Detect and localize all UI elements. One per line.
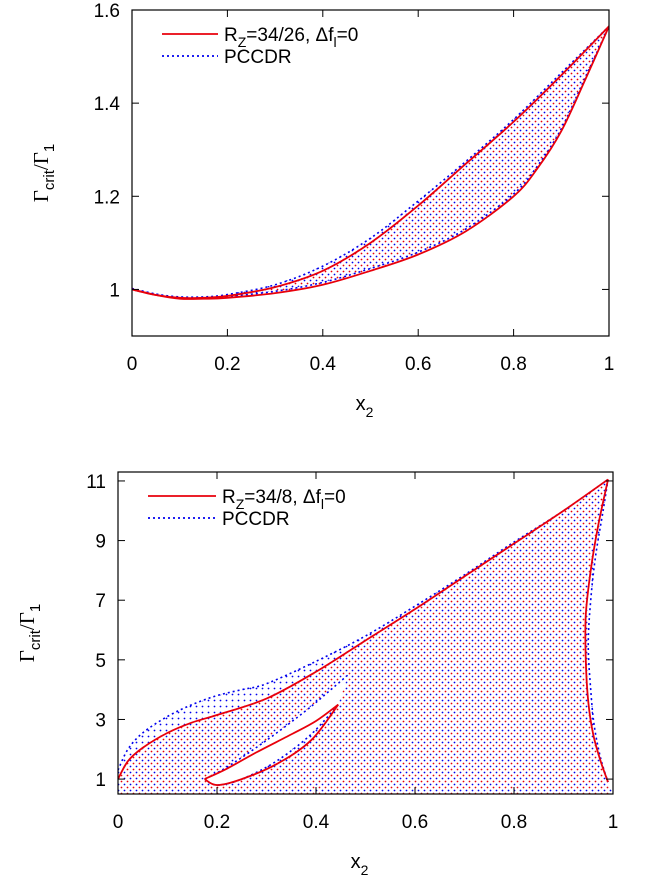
legend-label-red: RZ=34/8, Δfl=0: [222, 487, 346, 512]
x-tick-label: 0.4: [310, 354, 337, 375]
series-red-inner-loop-upper: [204, 703, 339, 780]
x-tick-label: 0.2: [204, 812, 230, 833]
x-axis-title: x2: [351, 851, 369, 878]
y-axis-title: Γcrit/Γ1: [29, 144, 58, 202]
legend-label-blue: PCCDR: [222, 509, 290, 530]
y-tick-label: 1.2: [94, 187, 120, 208]
y-tick-label: 3: [95, 710, 106, 731]
y-tick-label: 5: [95, 651, 106, 672]
legend-label-blue: PCCDR: [224, 47, 292, 68]
series-blue-upper: [132, 25, 609, 299]
chart-panel-1: 0 0.2 0.4 0.6 0.8 1 1 1.2 1.4 1.6 x2 Γcrit/Γ1 RZ=34/…: [29, 1, 614, 420]
y-tick-label: 1: [109, 280, 120, 301]
x-tick-label: 0: [127, 354, 138, 375]
plot-area: [118, 478, 613, 794]
y-axis-title: Γcrit/Γ1: [15, 604, 44, 662]
series-red-outer-upper: [118, 478, 609, 780]
x-tick-label: 0.6: [402, 812, 428, 833]
legend-label-red: RZ=34/26, Δfl=0: [224, 25, 358, 50]
series-red-right-branch: [584, 479, 609, 783]
series-blue-right-branch: [587, 479, 609, 783]
shaded-region-blue: [118, 479, 613, 794]
y-tick-label: 7: [95, 591, 106, 612]
shaded-region-blue: [132, 26, 609, 298]
y-tick-label: 1.6: [94, 1, 120, 22]
plot-area: [132, 25, 609, 300]
y-tick-label: 11: [86, 472, 106, 493]
series-red-inner-loop-lower: [204, 704, 339, 786]
chart-panel-2: 0 0.2 0.4 0.6 0.8 11357911x2Γcrit/Γ1RZ=34/8, …: [15, 471, 619, 878]
y-tick-label: 1: [95, 770, 106, 791]
x-tick-label: 0.8: [501, 812, 527, 833]
x-tick-label: 0.2: [214, 354, 240, 375]
plot-frame: [131, 9, 610, 337]
x-tick-label: 0.8: [500, 354, 526, 375]
x-tick-label: 1: [604, 354, 615, 375]
inner-loop-cutout: [204, 674, 349, 786]
y-tick-label: 1.4: [94, 94, 121, 115]
x-tick-label: 1: [608, 812, 619, 833]
y-tick-label: 9: [95, 532, 106, 553]
series-red-lower: [132, 25, 609, 300]
series-red-upper: [132, 25, 609, 300]
plot-frame: [117, 471, 614, 795]
x-tick-label: 0.6: [405, 354, 431, 375]
x-tick-label: 0: [113, 812, 124, 833]
x-axis-title: x2: [356, 393, 374, 420]
series-blue-inner-loop-lower: [204, 704, 339, 786]
x-tick-label: 0.4: [303, 812, 330, 833]
